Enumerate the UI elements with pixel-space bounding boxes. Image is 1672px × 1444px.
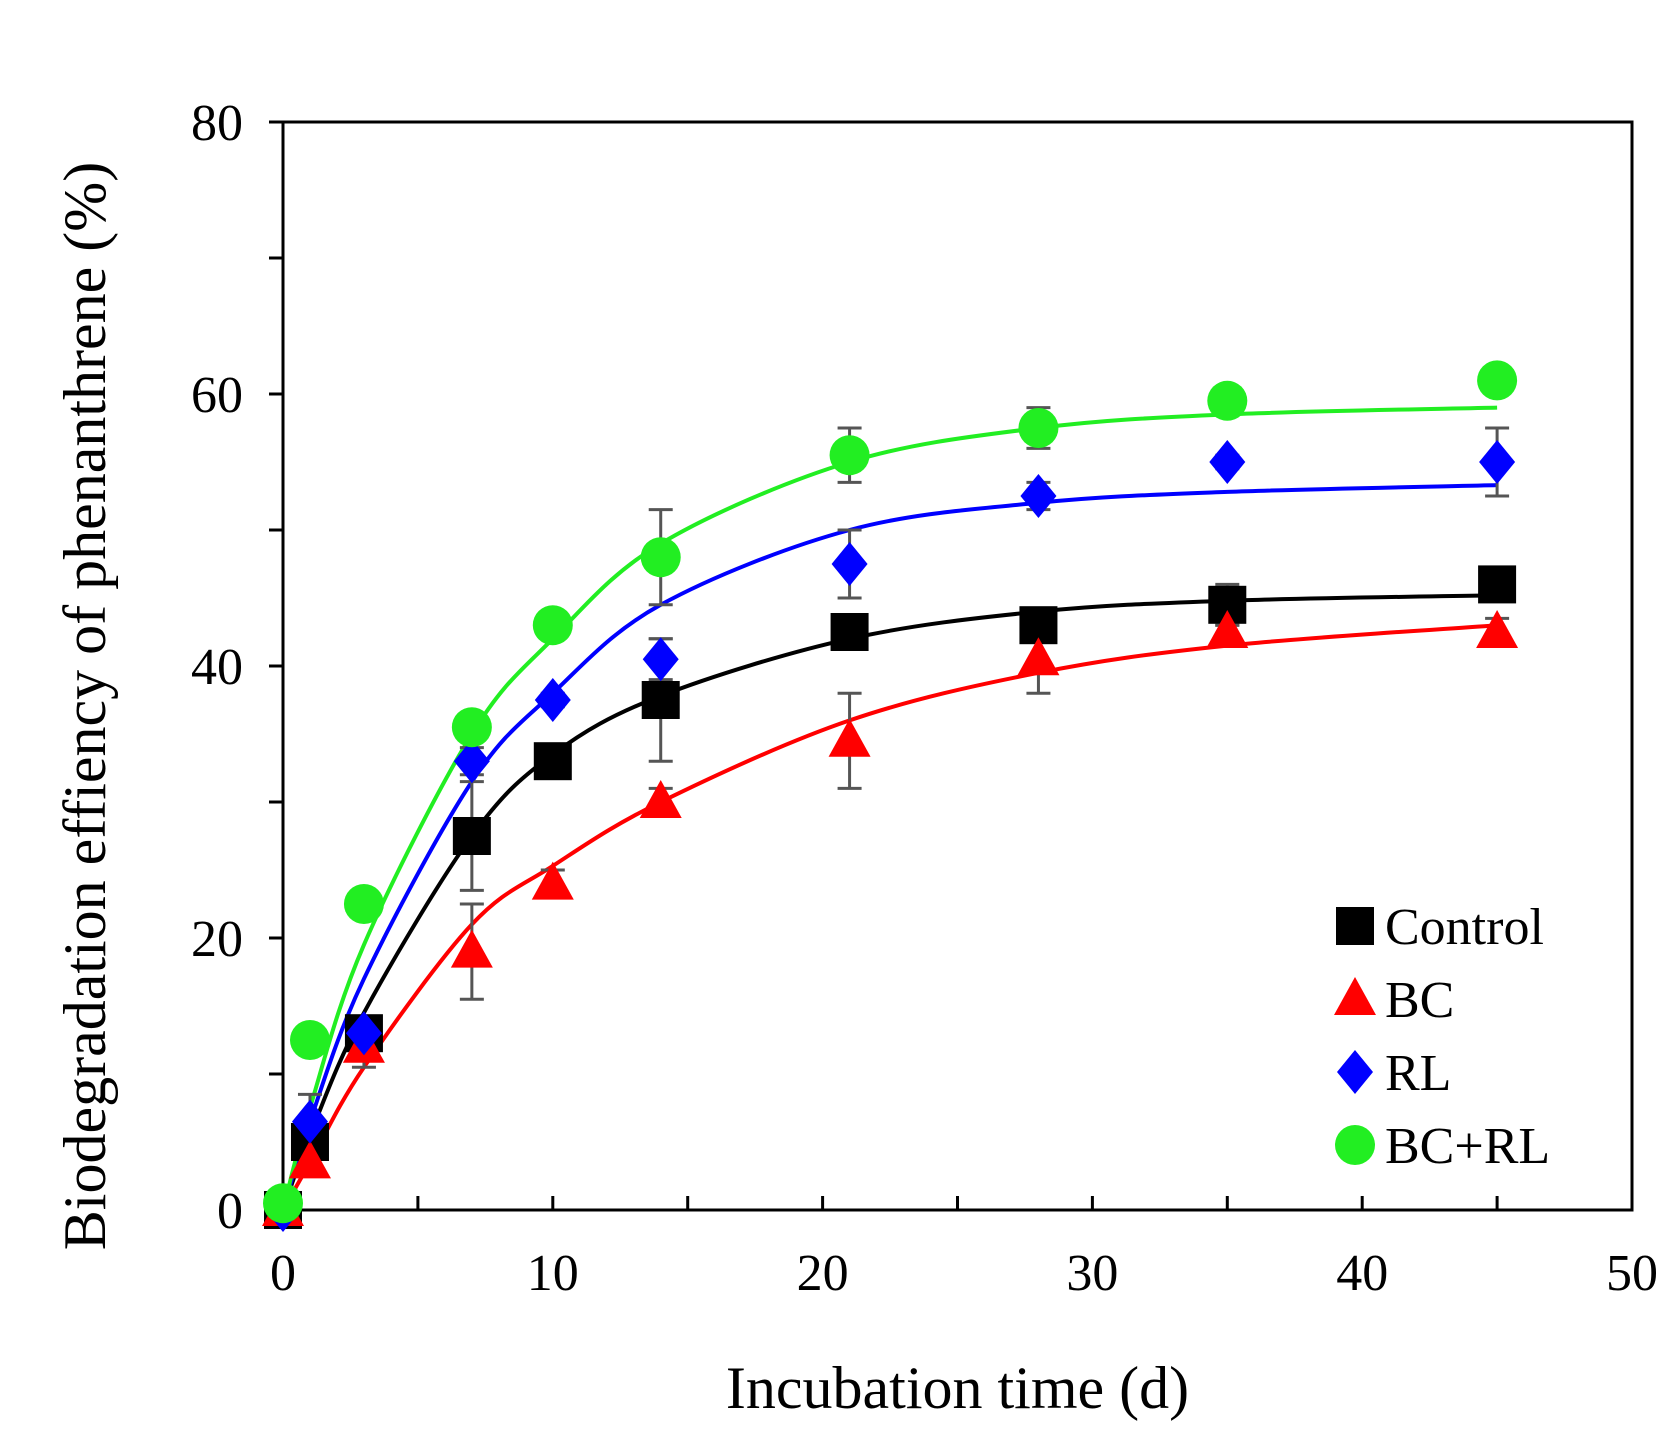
legend-label: RL [1385, 1045, 1451, 1102]
data-point [531, 861, 574, 900]
data-point [289, 1020, 330, 1060]
legend-label: Control [1385, 899, 1544, 956]
data-point [640, 537, 681, 578]
error-bars-rl [297, 426, 1510, 1151]
data-point [345, 1011, 382, 1056]
data-point [1017, 637, 1060, 676]
data-point [1476, 610, 1519, 648]
data-point [831, 542, 868, 586]
legend-label: BC [1385, 972, 1454, 1029]
data-point [533, 742, 572, 781]
data-point [1478, 565, 1517, 604]
x-tick-label: 10 [527, 1245, 579, 1302]
data-point [829, 435, 870, 476]
legend-label: BC+RL [1385, 1118, 1550, 1175]
y-tick-label: 40 [191, 639, 243, 696]
legend-marker [1337, 1050, 1373, 1094]
data-point [1479, 440, 1516, 484]
series-bc-rl [281, 405, 1498, 1211]
points-bc [262, 610, 1519, 1226]
legend-marker [1334, 977, 1376, 1015]
data-point [1206, 610, 1249, 648]
x-axis-title: Incubation time (d) [726, 1355, 1189, 1421]
x-tick-label: 0 [270, 1245, 296, 1302]
x-tick-label: 20 [797, 1245, 849, 1302]
data-point [828, 718, 871, 757]
error-bars-control [297, 576, 1510, 1158]
data-point [452, 817, 491, 855]
data-point [639, 780, 682, 818]
y-axis-title: Biodegradation effiency of phenanthrene … [52, 162, 118, 1250]
points-control [264, 565, 1517, 1229]
y-tick-label: 20 [191, 911, 243, 968]
data-point [263, 1183, 303, 1224]
data-point [1018, 408, 1059, 448]
y-tick-label: 80 [191, 95, 243, 152]
data-point [453, 739, 490, 784]
data-point [642, 637, 679, 682]
data-point [288, 1140, 331, 1179]
legend-marker [1335, 1125, 1375, 1165]
data-point [534, 678, 571, 722]
data-point [451, 707, 492, 748]
y-tick-label: 0 [217, 1183, 243, 1240]
data-point [343, 884, 384, 924]
x-tick-label: 30 [1066, 1245, 1118, 1302]
x-tick-label: 40 [1336, 1245, 1388, 1302]
points-bc-rl [263, 360, 1518, 1224]
fit-curve [281, 483, 1498, 1211]
series-rl [281, 483, 1498, 1211]
data-point [830, 613, 869, 651]
data-point [1207, 380, 1248, 421]
data-point [641, 681, 680, 719]
legend-marker [1336, 907, 1374, 945]
data-point [1020, 474, 1057, 518]
legend: Control BC RL BC+RL [1334, 899, 1550, 1175]
fit-curve [281, 405, 1498, 1211]
data-point [1209, 440, 1246, 484]
error-bars-bc [297, 616, 1510, 1171]
x-tick-label: 50 [1606, 1245, 1658, 1302]
data-point [1477, 360, 1518, 401]
data-point [291, 1099, 328, 1144]
y-tick-label: 60 [191, 367, 243, 424]
data-point [450, 929, 493, 968]
data-point [532, 605, 573, 646]
points-rl [265, 440, 1516, 1232]
